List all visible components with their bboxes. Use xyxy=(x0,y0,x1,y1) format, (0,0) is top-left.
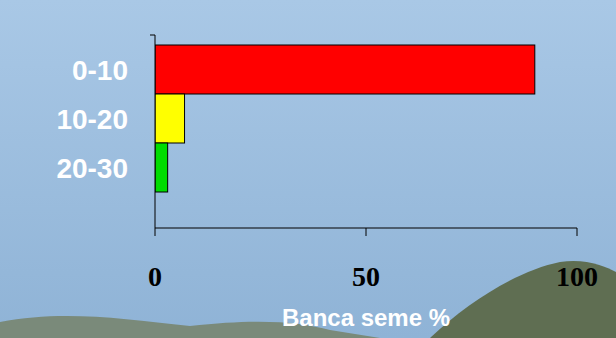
x-tick-label: 50 xyxy=(352,261,380,292)
bar xyxy=(155,143,168,192)
category-label: 20-30 xyxy=(56,153,128,184)
y-axis-cap xyxy=(150,35,155,36)
x-tick xyxy=(577,228,578,236)
y-axis xyxy=(155,35,156,228)
background xyxy=(0,0,616,338)
bars xyxy=(155,45,535,192)
x-tick xyxy=(155,228,156,236)
x-tick xyxy=(366,228,367,236)
chart-root: 0-10 10-20 20-30 0 50 100 Banca seme % xyxy=(0,0,616,338)
bar xyxy=(155,45,535,94)
x-axis-title: Banca seme % xyxy=(282,304,450,331)
x-tick-label: 0 xyxy=(148,261,162,292)
hill xyxy=(430,261,616,338)
x-tick-label: 100 xyxy=(556,261,598,292)
bar xyxy=(155,94,185,143)
category-label: 0-10 xyxy=(72,55,128,86)
category-label: 10-20 xyxy=(56,104,128,135)
